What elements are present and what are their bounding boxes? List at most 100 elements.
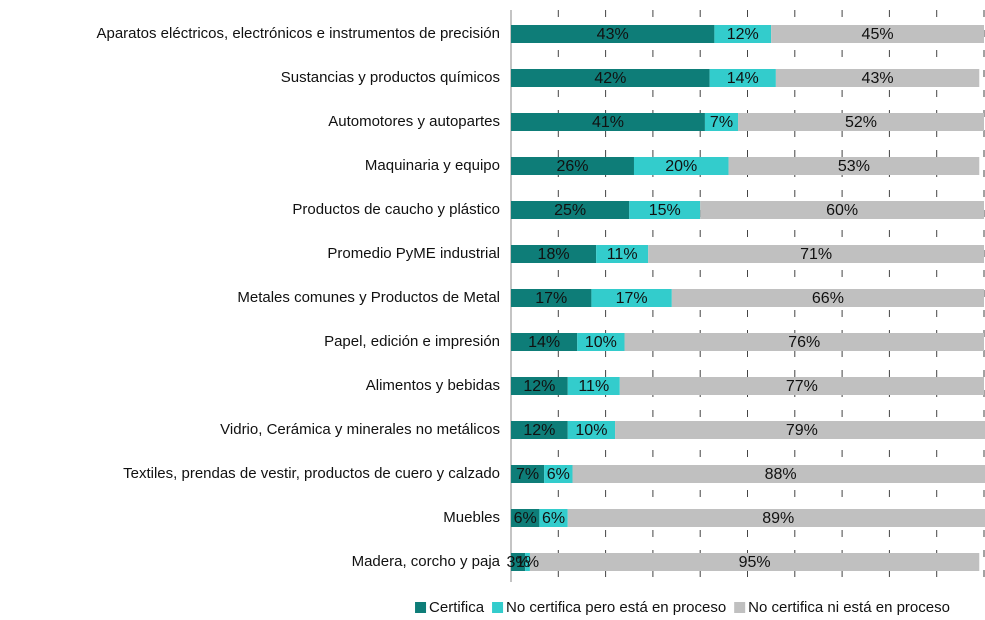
value-label: 10%	[585, 334, 617, 351]
category-label: Vidrio, Cerámica y minerales no metálico…	[220, 421, 500, 438]
bar-segment	[511, 421, 568, 439]
bar-segment	[511, 69, 710, 87]
value-label: 53%	[838, 158, 870, 175]
bar-segment	[775, 69, 980, 87]
legend-label: No certifica ni está en proceso	[748, 599, 950, 616]
legend-swatch	[734, 602, 746, 613]
value-label: 41%	[592, 114, 624, 131]
category-label: Madera, corcho y paja	[352, 553, 501, 570]
value-label: 11%	[578, 378, 609, 395]
bar-segment	[633, 157, 729, 175]
value-label: 25%	[554, 202, 586, 219]
category-label: Aparatos eléctricos, electrónicos e inst…	[96, 25, 500, 42]
bar-segment	[511, 377, 568, 395]
value-label: 43%	[862, 70, 894, 87]
bar-segment	[709, 69, 776, 87]
value-label: 95%	[739, 554, 771, 571]
bar-segment	[539, 509, 568, 527]
bar-segment	[511, 245, 597, 263]
bar-segment	[619, 377, 984, 395]
category-label: Metales comunes y Productos de Metal	[237, 289, 500, 306]
bar-segment	[511, 509, 540, 527]
value-label: 76%	[788, 334, 820, 351]
value-label: 11%	[607, 246, 638, 263]
value-label: 6%	[547, 466, 570, 483]
value-label: 3%	[507, 554, 530, 571]
bar-segment	[615, 421, 985, 439]
bar-segment	[511, 333, 578, 351]
value-label: 88%	[765, 466, 797, 483]
category-label: Muebles	[443, 509, 500, 526]
legend: Certifica No certifica pero está en proce…	[415, 599, 950, 616]
category-label: Textiles, prendas de vestir, productos d…	[123, 465, 500, 482]
bar-segment	[529, 553, 980, 571]
category-label: Promedio PyME industrial	[327, 245, 500, 262]
bar-segment	[511, 157, 634, 175]
bar-segment	[738, 113, 984, 131]
category-label: Papel, edición e impresión	[324, 333, 500, 350]
value-label: 17%	[535, 290, 567, 307]
value-label: 71%	[800, 246, 832, 263]
value-label: 42%	[594, 70, 626, 87]
category-label: Sustancias y productos químicos	[281, 69, 500, 86]
value-label: 1%	[516, 554, 539, 571]
category-label: Alimentos y bebidas	[366, 377, 500, 394]
bar-segment	[771, 25, 984, 43]
value-label: 20%	[665, 158, 697, 175]
category-label: Maquinaria y equipo	[365, 157, 500, 174]
value-label: 14%	[727, 70, 759, 87]
bar-segment	[567, 509, 985, 527]
value-label: 43%	[597, 26, 629, 43]
bar-segment	[511, 113, 705, 131]
bar-segment	[577, 333, 625, 351]
bar-segment	[591, 289, 672, 307]
legend-label: No certifica pero está en proceso	[506, 599, 726, 616]
bar-segment	[567, 377, 620, 395]
bar-segment	[511, 553, 526, 571]
value-label: 12%	[523, 378, 555, 395]
bar-segment	[544, 465, 573, 483]
value-label: 14%	[528, 334, 560, 351]
category-label: Productos de caucho y plástico	[292, 201, 500, 218]
value-label: 52%	[845, 114, 877, 131]
value-label: 7%	[710, 114, 733, 131]
value-label: 6%	[542, 510, 565, 527]
bar-segment	[511, 465, 545, 483]
bar-segment	[648, 245, 984, 263]
bar-segment	[511, 25, 715, 43]
category-label: Automotores y autopartes	[328, 113, 500, 130]
value-label: 17%	[616, 290, 648, 307]
value-label: 79%	[786, 422, 818, 439]
bar-segment	[624, 333, 984, 351]
value-label: 45%	[862, 26, 894, 43]
value-label: 60%	[826, 202, 858, 219]
value-label: 12%	[523, 422, 555, 439]
value-label: 18%	[538, 246, 570, 263]
bar-segment	[572, 465, 985, 483]
bars	[511, 25, 985, 571]
value-label: 7%	[516, 466, 539, 483]
bar-segment	[700, 201, 984, 219]
legend-swatch	[415, 602, 427, 613]
value-label: 77%	[786, 378, 818, 395]
bar-segment	[629, 201, 701, 219]
value-label: 26%	[556, 158, 588, 175]
bar-segment	[511, 201, 630, 219]
value-label: 12%	[727, 26, 759, 43]
bar-segment	[728, 157, 980, 175]
bar-segment	[567, 421, 616, 439]
value-label: 6%	[514, 510, 537, 527]
bar-segment	[704, 113, 739, 131]
bar-segment	[511, 289, 592, 307]
legend-swatch	[492, 602, 504, 613]
legend-label: Certifica	[429, 599, 485, 616]
value-label: 66%	[812, 290, 844, 307]
bar-segment	[525, 553, 530, 571]
value-label: 10%	[575, 422, 607, 439]
value-label: 15%	[649, 202, 681, 219]
bar-segment	[671, 289, 984, 307]
value-label: 89%	[762, 510, 794, 527]
bar-segment	[596, 245, 649, 263]
bar-segment	[714, 25, 772, 43]
